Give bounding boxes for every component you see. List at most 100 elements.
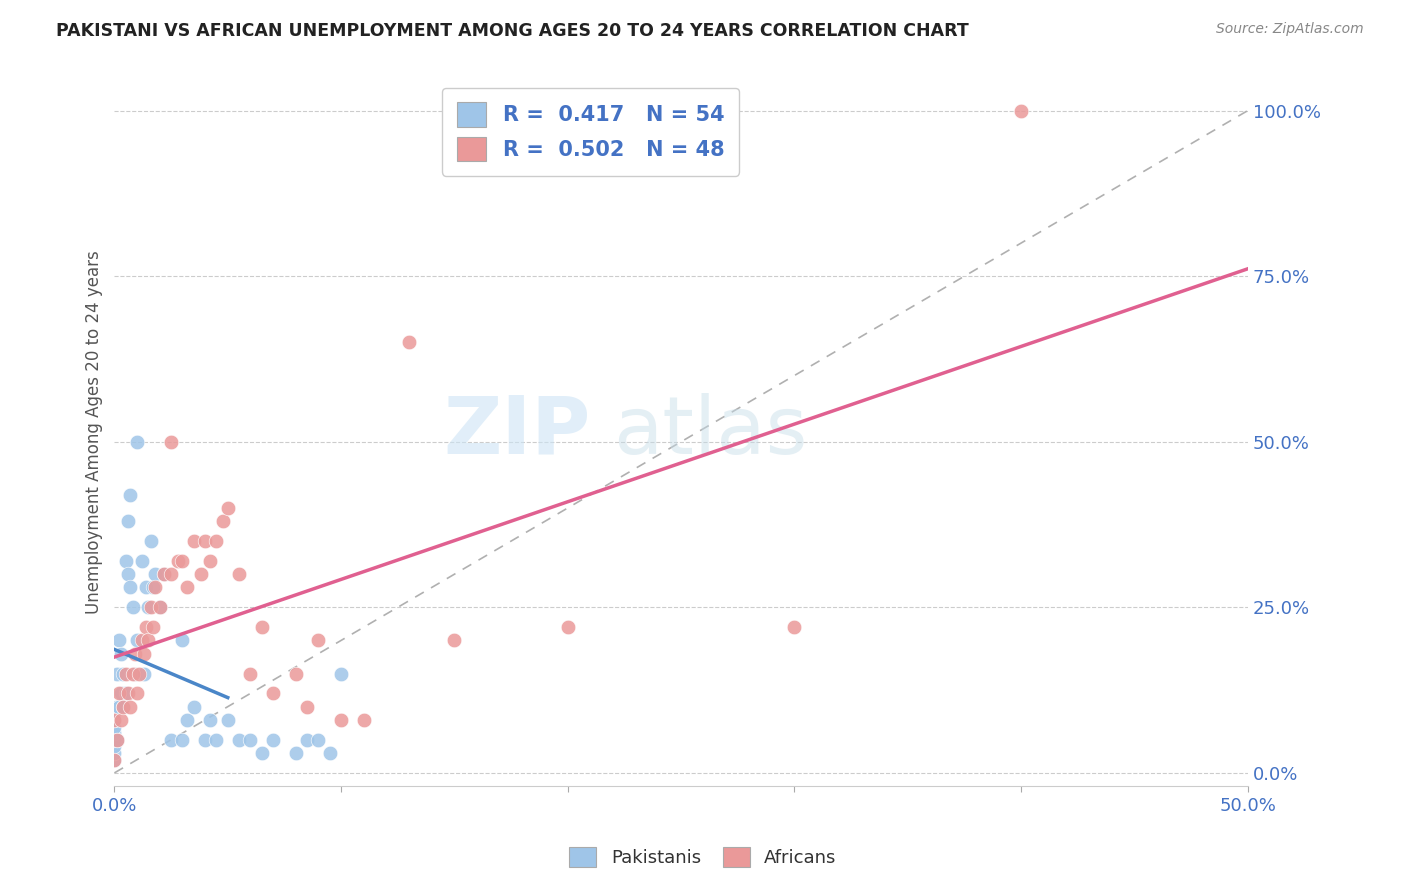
Point [108,699,131,714]
Point [194,534,217,549]
Point [105,732,128,747]
Point [307,732,329,747]
Point [105,732,128,747]
Point [1010,103,1032,118]
Point [132,647,155,661]
Point [153,567,176,582]
Point [183,534,205,549]
Point [112,666,135,681]
Point [198,713,221,727]
Point [103,739,125,754]
Point [295,699,318,714]
Point [160,732,183,747]
Point [105,699,128,714]
Point [330,666,353,681]
Point [557,620,579,634]
Point [110,647,132,661]
Point [125,434,148,449]
Text: Source: ZipAtlas.com: Source: ZipAtlas.com [1216,22,1364,37]
Text: atlas: atlas [613,392,807,471]
Y-axis label: Unemployment Among Ages 20 to 24 years: Unemployment Among Ages 20 to 24 years [86,250,103,614]
Point [153,567,176,582]
Point [183,699,205,714]
Point [138,633,160,648]
Point [131,554,153,568]
Point [108,633,131,648]
Point [262,732,284,747]
Point [103,746,125,760]
Legend: R =  0.417   N = 54, R =  0.502   N = 48: R = 0.417 N = 54, R = 0.502 N = 48 [441,87,738,176]
Text: ZIP: ZIP [443,392,591,471]
Point [176,581,198,595]
Legend: Pakistanis, Africans: Pakistanis, Africans [562,839,844,874]
Point [443,633,465,648]
Point [172,633,194,648]
Point [139,600,162,615]
Point [228,732,250,747]
Point [319,746,342,760]
Point [783,620,806,634]
Point [149,600,172,615]
Point [217,713,239,727]
Point [114,686,136,700]
Point [135,620,157,634]
Point [103,706,125,721]
Point [205,534,228,549]
Point [117,686,139,700]
Point [142,581,165,595]
Point [117,567,139,582]
Point [217,500,239,515]
Point [330,713,353,727]
Point [103,719,125,733]
Point [190,567,212,582]
Point [117,514,139,528]
Point [228,567,250,582]
Point [295,732,318,747]
Text: PAKISTANI VS AFRICAN UNEMPLOYMENT AMONG AGES 20 TO 24 YEARS CORRELATION CHART: PAKISTANI VS AFRICAN UNEMPLOYMENT AMONG … [56,22,969,40]
Point [121,600,143,615]
Point [103,726,125,740]
Point [149,600,172,615]
Point [167,554,190,568]
Point [239,666,262,681]
Point [114,554,136,568]
Point [132,666,155,681]
Point [142,620,165,634]
Point [120,488,142,502]
Point [131,633,153,648]
Point [120,581,142,595]
Point [114,666,136,681]
Point [135,581,157,595]
Point [172,732,194,747]
Point [105,666,128,681]
Point [284,666,307,681]
Point [160,567,183,582]
Point [353,713,375,727]
Point [239,732,262,747]
Point [262,686,284,700]
Point [125,686,148,700]
Point [139,534,162,549]
Point [124,666,146,681]
Point [110,713,132,727]
Point [194,732,217,747]
Point [112,699,135,714]
Point [103,713,125,727]
Point [112,699,135,714]
Point [103,753,125,767]
Point [198,554,221,568]
Point [176,713,198,727]
Point [398,335,420,350]
Point [250,620,273,634]
Point [250,746,273,760]
Point [103,732,125,747]
Point [205,732,228,747]
Point [121,666,143,681]
Point [138,600,160,615]
Point [120,699,142,714]
Point [103,753,125,767]
Point [124,647,146,661]
Point [160,434,183,449]
Point [307,633,329,648]
Point [143,581,166,595]
